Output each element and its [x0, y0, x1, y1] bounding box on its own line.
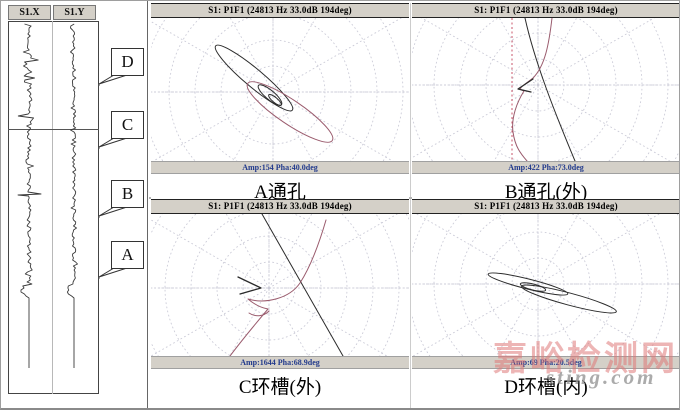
strip-section-divider — [8, 129, 99, 130]
plot-caption-a: A通孔 — [254, 182, 306, 203]
amp-phase-readout-d: Amp:69 Pha:20.5deg — [412, 356, 679, 369]
amp-phase-readout-c: Amp:1644 Pha:68.9deg — [151, 356, 409, 369]
callout-label-d: D — [111, 48, 144, 76]
watermark-url: sting.com — [546, 365, 657, 389]
callout-label-b: B — [111, 180, 144, 208]
lissajous-plot-b — [412, 18, 679, 161]
column-separator — [410, 3, 411, 408]
plot-caption-b: B通孔(外) — [504, 182, 588, 203]
panel-b: S1: P1F1 (24813 Hz 33.0dB 194deg) Amp:42… — [412, 3, 679, 204]
amp-phase-readout-b: Amp:422 Pha:73.0deg — [412, 161, 679, 174]
channel-settings-bar: S1: P1F1 (24813 Hz 33.0dB 194deg) — [151, 199, 409, 214]
watermark-text: 嘉峪检测网 — [493, 341, 678, 378]
lissajous-plot-a — [151, 18, 409, 161]
amp-phase-readout-a: Amp:154 Pha:40.0deg — [151, 161, 409, 174]
strip-chart-frame — [8, 21, 99, 394]
callout-label-a: A — [111, 241, 144, 269]
lissajous-plot-d — [412, 214, 679, 356]
channel-header-s1x: S1.X — [8, 5, 51, 20]
strip-column-divider — [52, 21, 53, 394]
left-panel-separator — [147, 1, 148, 408]
lissajous-plot-c — [151, 214, 409, 356]
callout-label-c: C — [111, 111, 144, 139]
plot-caption-c: C环槽(外) — [238, 377, 322, 398]
panel-c: S1: P1F1 (24813 Hz 33.0dB 194deg) Amp:16… — [151, 199, 409, 399]
channel-settings-bar: S1: P1F1 (24813 Hz 33.0dB 194deg) — [412, 3, 679, 18]
plot-caption-d: D环槽(内) — [504, 377, 588, 398]
channel-header-s1y: S1.Y — [53, 5, 96, 20]
channel-settings-bar: S1: P1F1 (24813 Hz 33.0dB 194deg) — [151, 3, 409, 18]
panel-d: S1: P1F1 (24813 Hz 33.0dB 194deg) Amp:69… — [412, 199, 679, 399]
panel-a: S1: P1F1 (24813 Hz 33.0dB 194deg) Amp:15… — [151, 3, 409, 204]
channel-settings-bar: S1: P1F1 (24813 Hz 33.0dB 194deg) — [412, 199, 679, 214]
